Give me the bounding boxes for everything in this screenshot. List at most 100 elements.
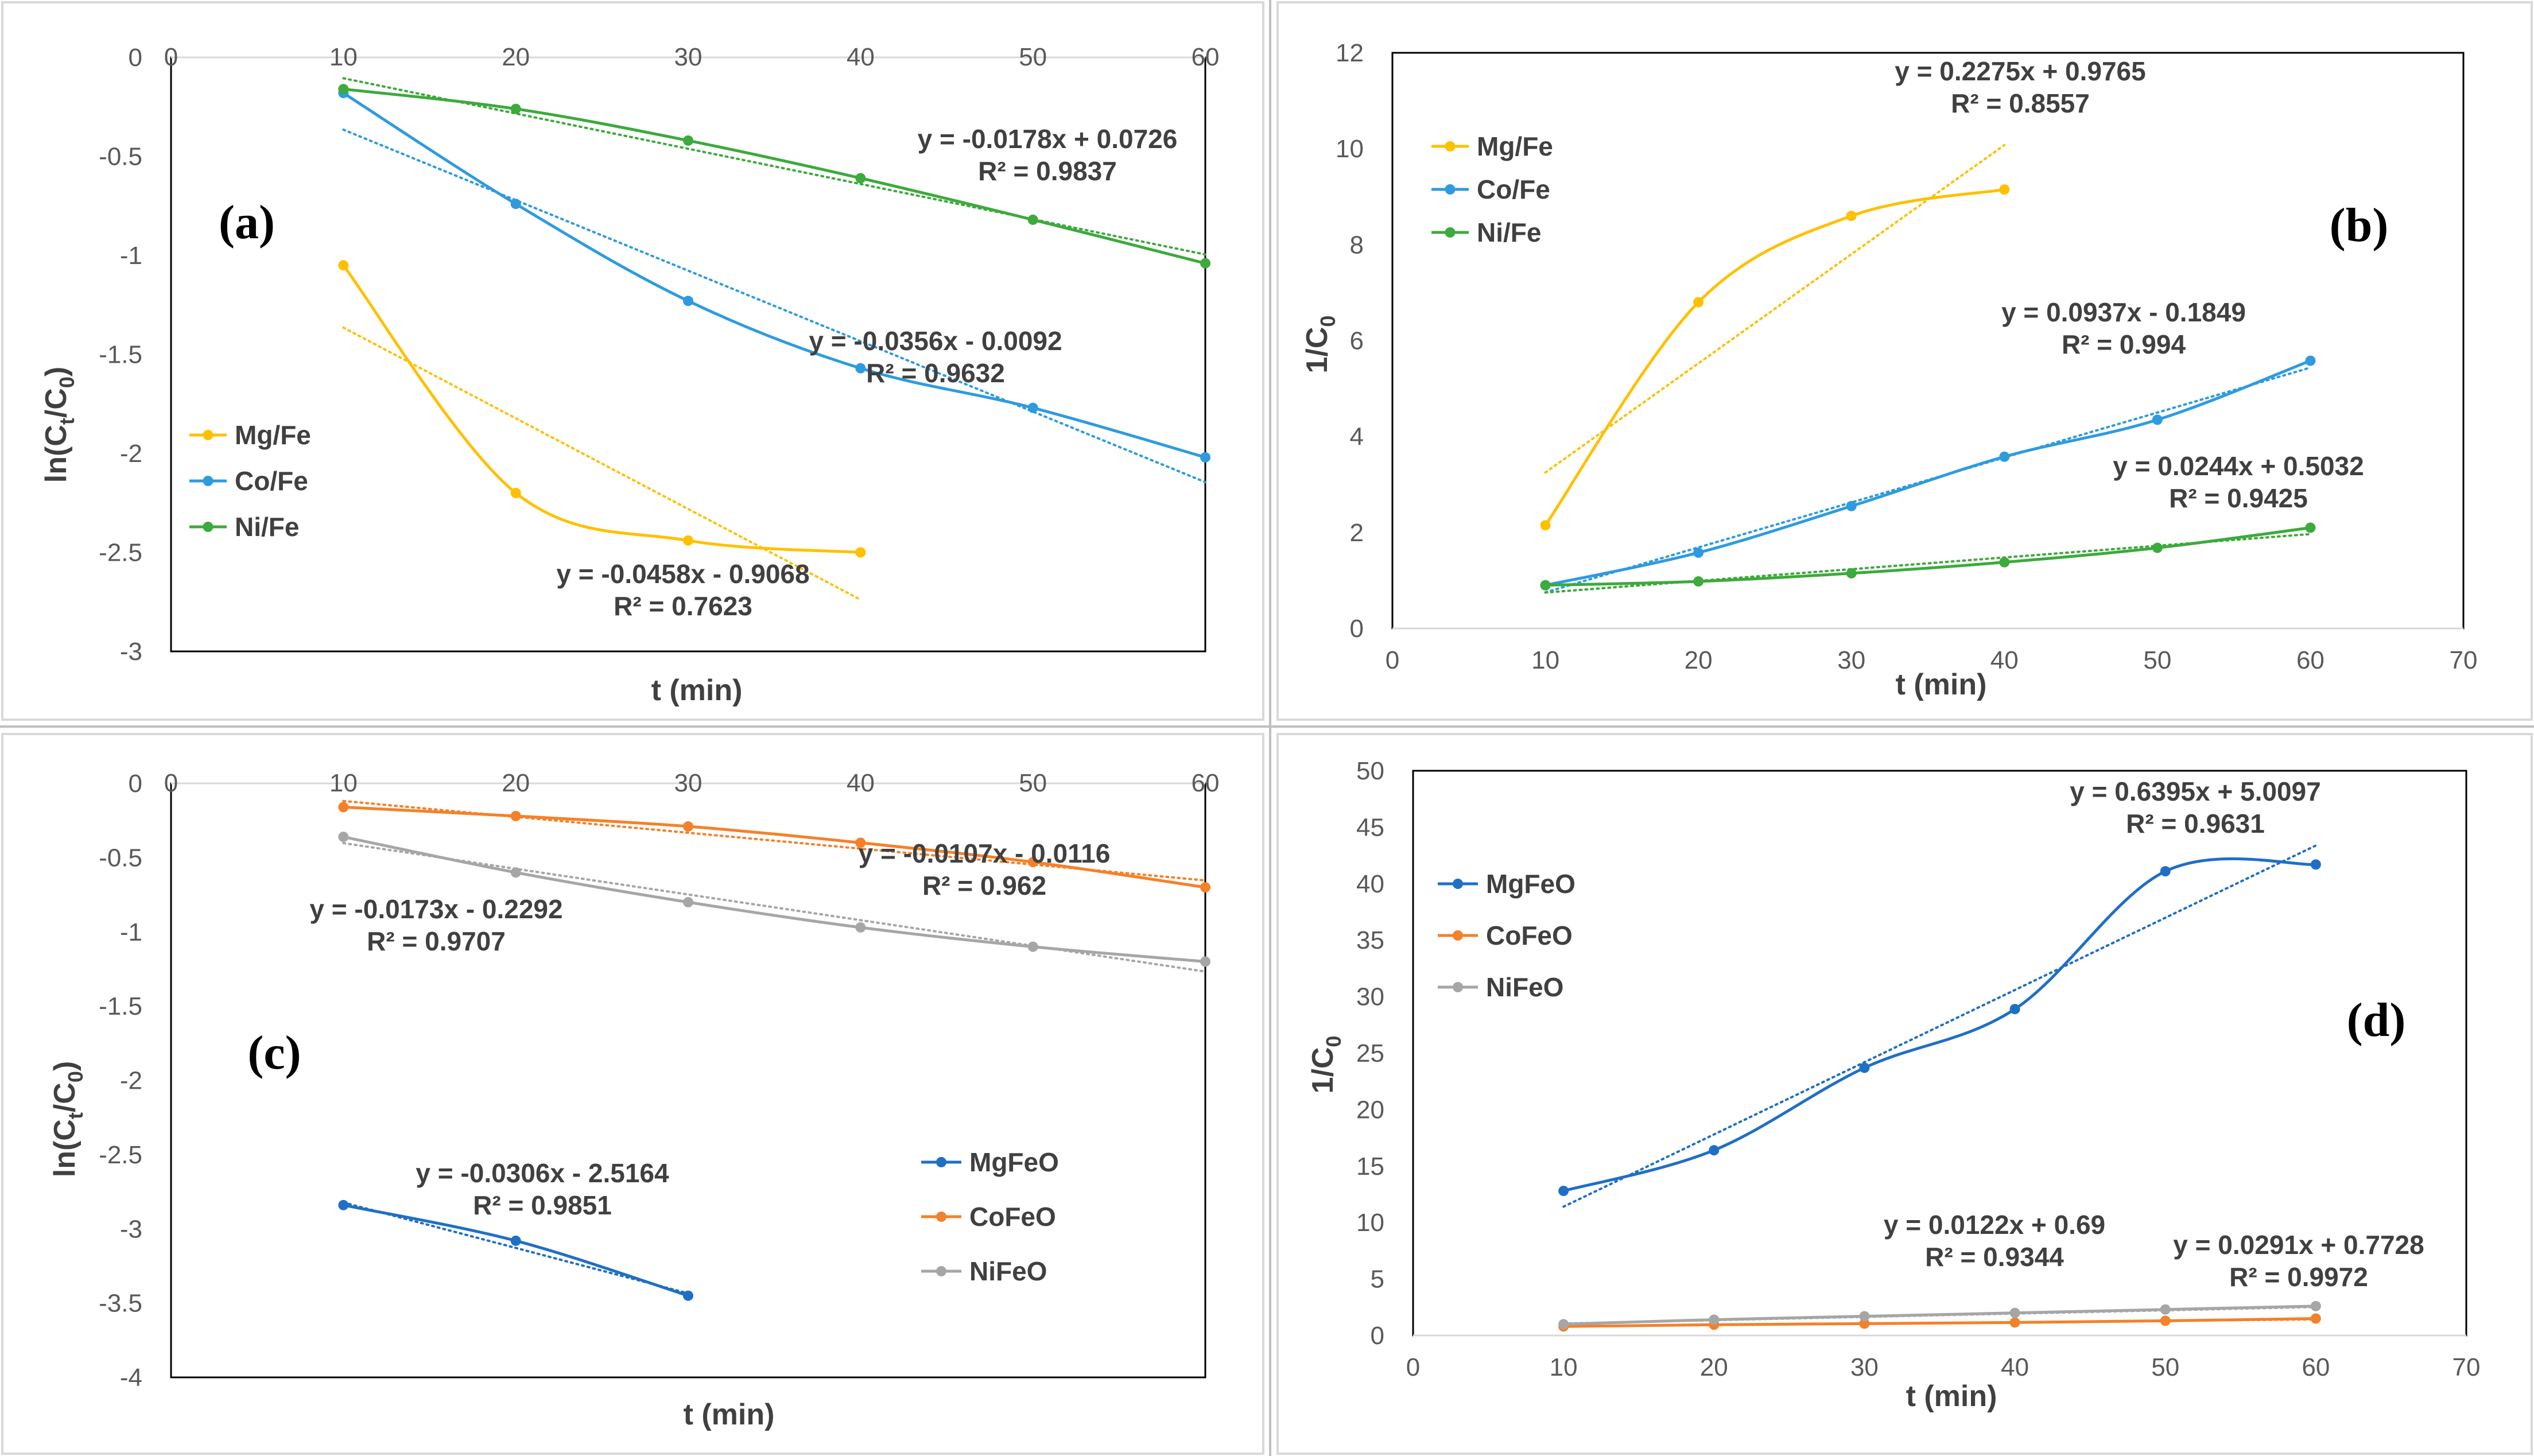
- y-tick-label: -3.5: [99, 1290, 142, 1318]
- trendline: [342, 842, 1206, 973]
- trend-r2: R² = 0.8557: [1951, 88, 2090, 118]
- y-axis-title: 1/C0: [1301, 316, 1340, 374]
- x-tick-label: 40: [847, 769, 875, 797]
- panel-frame: [1, 733, 1264, 1455]
- x-axis-title: t (min): [1896, 668, 1987, 701]
- data-point: [683, 535, 693, 546]
- data-point: [338, 1199, 349, 1210]
- data-point: [683, 821, 693, 832]
- legend-marker: [1453, 982, 1463, 992]
- data-point: [1709, 1314, 1720, 1325]
- data-point: [2009, 1317, 2020, 1328]
- y-tick-label: -2: [120, 1067, 142, 1095]
- x-tick-label: 70: [2452, 1353, 2481, 1381]
- data-point: [1540, 520, 1551, 531]
- y-tick-label: 5: [1371, 1265, 1384, 1294]
- plot-area: [170, 782, 1206, 1379]
- y-axis-title-part: 1/C: [1301, 327, 1334, 374]
- x-tick-label: 0: [1386, 646, 1399, 674]
- y-tick-label: 0: [1350, 615, 1364, 643]
- x-tick-label: 60: [2296, 646, 2325, 674]
- x-tick-label: 0: [164, 43, 178, 71]
- data-point: [855, 837, 866, 848]
- x-tick-label: 10: [1550, 1353, 1578, 1381]
- trendline: [1544, 143, 2006, 474]
- data-point: [1200, 956, 1210, 967]
- trendline: [342, 128, 1206, 484]
- data-line: [1563, 857, 2316, 1193]
- x-tick-label: 10: [329, 769, 358, 797]
- legend-marker: [936, 1157, 946, 1167]
- y-tick-label: 20: [1356, 1096, 1384, 1124]
- y-tick-label: -1: [120, 242, 142, 270]
- x-axis-title: t (min): [651, 674, 743, 707]
- trendline: [342, 326, 862, 601]
- data-point: [510, 199, 521, 209]
- data-line: [342, 91, 1206, 459]
- trend-r2: R² = 0.9851: [473, 1190, 612, 1220]
- y-tick-label: 0: [129, 44, 142, 72]
- data-line: [1544, 188, 2005, 526]
- trend-r2: R² = 0.9632: [866, 358, 1005, 388]
- y-tick-label: -3: [120, 638, 142, 666]
- data-point: [510, 810, 521, 821]
- x-tick-label: 30: [1850, 1353, 1879, 1381]
- x-tick-label: 20: [502, 43, 530, 71]
- data-point: [1709, 1145, 1720, 1156]
- legend-marker: [936, 1212, 946, 1222]
- trend-equation: y = 0.0244x + 0.5032: [2113, 451, 2364, 481]
- data-point: [2310, 1300, 2321, 1311]
- chart-panel-c: 0 10 20 30 40 50 60 0 -0.5 -1 -1.5 -2 -2.5 -3 -3.5 -4 t …: [1, 733, 1264, 1455]
- y-tick-label: 40: [1356, 870, 1384, 898]
- data-line: [343, 835, 1206, 963]
- y-tick-label: 2: [1350, 519, 1364, 547]
- x-axis-title: t (min): [1906, 1380, 1997, 1413]
- legend-label: Ni/Fe: [235, 512, 299, 542]
- data-point: [338, 832, 349, 842]
- trend-r2: R² = 0.9344: [1925, 1242, 2064, 1272]
- legend-label: Mg/Fe: [235, 420, 311, 450]
- y-tick-label: -2.5: [99, 1141, 142, 1169]
- trend-r2: R² = 0.962: [922, 871, 1046, 900]
- y-tick-label: -1.5: [99, 992, 142, 1020]
- y-tick-label: -1: [120, 918, 142, 946]
- data-point: [1846, 568, 1857, 578]
- y-tick-label: 6: [1350, 327, 1364, 355]
- y-tick-label: 10: [1356, 1209, 1384, 1237]
- chart-panel-a: 0 10 20 30 40 50 60 0 -0.5 -1 -1.5 -2 -2.5 -3 t (min) l…: [1, 1, 1264, 721]
- data-point: [1558, 1186, 1569, 1197]
- y-tick-label: 30: [1356, 983, 1384, 1011]
- data-point: [2305, 522, 2316, 533]
- y-tick-label: -2: [120, 440, 142, 468]
- legend-label: NiFeO: [1486, 972, 1563, 1002]
- legend-label: Co/Fe: [1477, 174, 1550, 204]
- panel-frame: [1, 1, 1264, 721]
- data-point: [1859, 1318, 1870, 1329]
- legend-label: CoFeO: [969, 1202, 1056, 1232]
- trend-equation: y = -0.0458x - 0.9068: [556, 559, 809, 589]
- data-line: [1563, 1317, 2316, 1328]
- data-point: [2160, 1315, 2171, 1326]
- data-point: [1693, 576, 1704, 587]
- data-point: [855, 547, 866, 558]
- trend-r2: R² = 0.9972: [2229, 1262, 2368, 1292]
- data-point: [1859, 1062, 1870, 1073]
- y-tick-label: -0.5: [99, 844, 142, 872]
- data-point: [1027, 402, 1038, 413]
- trend-r2: R² = 0.9707: [367, 926, 506, 956]
- data-point: [510, 867, 521, 878]
- legend-marker: [203, 476, 214, 486]
- data-point: [855, 173, 866, 184]
- trend-equation: y = 0.6395x + 5.0097: [2070, 776, 2320, 806]
- y-axis-title-part: t: [55, 418, 79, 425]
- data-point: [2152, 414, 2163, 425]
- trendline: [1562, 844, 2317, 1208]
- x-tick-label: 0: [164, 769, 178, 797]
- legend-marker: [1445, 141, 1456, 152]
- y-axis-title-part: 0: [64, 1071, 87, 1082]
- data-point: [1846, 500, 1857, 511]
- trendline: [342, 1201, 689, 1295]
